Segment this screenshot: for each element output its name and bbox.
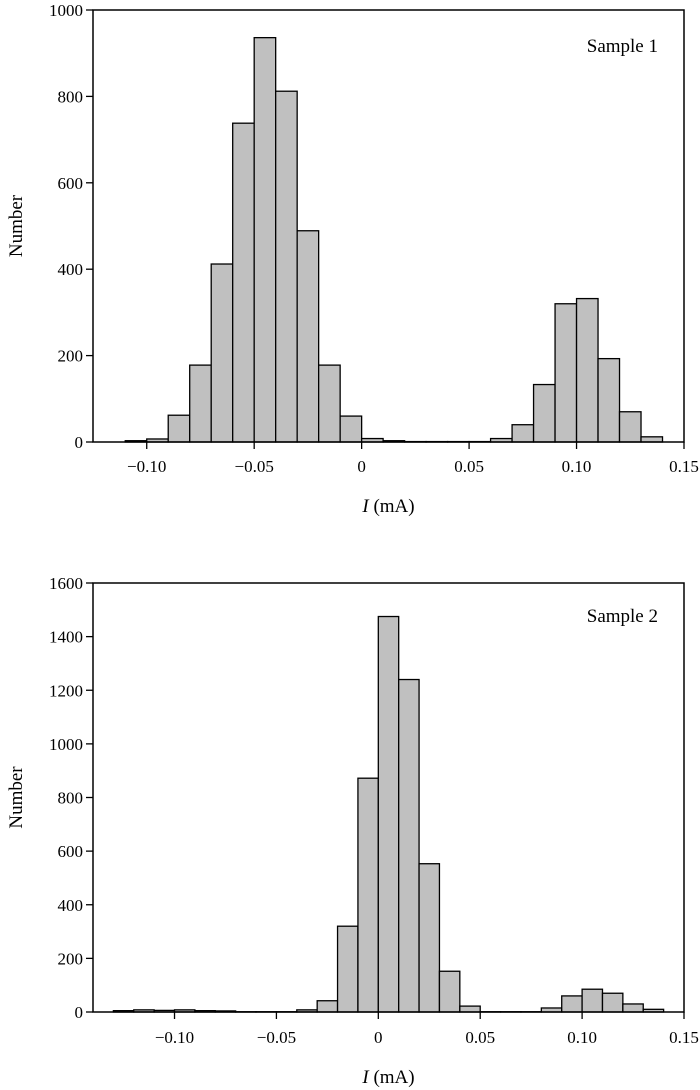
y-tick-label: 200 xyxy=(58,949,84,968)
x-tick-label: 0.05 xyxy=(454,457,484,476)
y-axis-label: Number xyxy=(6,194,27,257)
histogram-bar xyxy=(336,925,359,1013)
y-tick-label: 800 xyxy=(58,87,84,106)
histogram-bar xyxy=(459,1005,481,1013)
histogram-bar xyxy=(640,436,664,443)
histogram-bar xyxy=(418,863,441,1013)
y-tick-label: 1400 xyxy=(49,628,83,647)
x-axis-label: I (mA) xyxy=(361,1067,414,1088)
histogram-bar xyxy=(561,995,583,1013)
x-tick-label: −0.05 xyxy=(257,1028,296,1047)
x-axis-label-unit: (mA) xyxy=(369,1067,415,1088)
x-axis-label: I (mA) xyxy=(361,496,414,517)
histogram-bar xyxy=(575,297,599,443)
histogram-bar xyxy=(253,36,277,443)
y-tick-label: 200 xyxy=(58,347,84,366)
histogram-bar xyxy=(189,364,212,443)
x-tick-label: 0.15 xyxy=(669,457,699,476)
x-tick-label: 0.05 xyxy=(465,1028,495,1047)
y-tick-label: 400 xyxy=(58,896,84,915)
sample-label: Sample 1 xyxy=(587,36,658,57)
histogram-bar xyxy=(581,988,604,1013)
y-tick-label: 600 xyxy=(58,842,84,861)
x-axis-label-symbol: I xyxy=(361,496,370,517)
x-tick-label: −0.05 xyxy=(235,457,274,476)
plot-frame xyxy=(92,9,685,443)
plot-frame xyxy=(92,582,685,1013)
x-tick-label: 0 xyxy=(374,1028,383,1047)
histogram-bar xyxy=(398,678,420,1013)
tick-group: −0.10 −0.05 0 0.05 0.10 0.15 0 200 400 600 800 1000… xyxy=(49,574,699,1047)
y-tick-label: 800 xyxy=(58,789,84,808)
histogram-bar xyxy=(377,615,400,1013)
histogram-bar xyxy=(622,1003,644,1013)
y-tick-label: 0 xyxy=(75,1003,84,1022)
histogram-bar xyxy=(554,303,578,443)
histogram-bar xyxy=(232,122,255,443)
histogram-bar xyxy=(296,230,320,443)
histogram-bar xyxy=(275,90,298,443)
y-tick-label: 400 xyxy=(58,260,84,279)
y-axis-label: Number xyxy=(6,766,27,829)
histogram-bar xyxy=(532,383,556,443)
histogram-panel-sample-1: −0.10 −0.05 0 0.05 0.10 0.15 0 200 400 600 800 1000… xyxy=(6,1,699,517)
x-tick-label: 0 xyxy=(357,457,366,476)
x-tick-label: 0.15 xyxy=(669,1028,699,1047)
histogram-bar xyxy=(597,357,621,443)
histogram-bar xyxy=(210,263,234,443)
y-tick-label: 0 xyxy=(75,433,84,452)
x-tick-label: −0.10 xyxy=(155,1028,194,1047)
histogram-bar xyxy=(618,411,642,443)
histogram-bar xyxy=(601,992,624,1013)
x-axis-label-symbol: I xyxy=(361,1067,370,1088)
y-tick-label: 1000 xyxy=(49,1,83,20)
y-tick-label: 1600 xyxy=(49,574,83,593)
histogram-bar xyxy=(357,777,379,1013)
histogram-bar xyxy=(316,1000,339,1013)
y-tick-label: 1200 xyxy=(49,681,83,700)
x-tick-label: 0.10 xyxy=(562,457,592,476)
x-tick-label: 0.10 xyxy=(567,1028,597,1047)
bar-group xyxy=(124,36,664,443)
y-tick-label: 1000 xyxy=(49,735,83,754)
histogram-panel-sample-2: −0.10 −0.05 0 0.05 0.10 0.15 0 200 400 600 800 1000… xyxy=(6,574,699,1088)
histogram-bar xyxy=(339,415,363,443)
histogram-bar xyxy=(318,364,341,443)
y-tick-label: 600 xyxy=(58,174,84,193)
tick-group: −0.10 −0.05 0 0.05 0.10 0.15 0 200 400 600 800 1000 xyxy=(49,1,699,476)
histogram-bar xyxy=(511,424,535,443)
x-axis-label-unit: (mA) xyxy=(369,496,415,517)
bar-group xyxy=(112,615,665,1013)
sample-label: Sample 2 xyxy=(587,606,658,627)
x-tick-label: −0.10 xyxy=(127,457,166,476)
histogram-bar xyxy=(167,414,191,443)
histogram-bar xyxy=(438,970,461,1013)
